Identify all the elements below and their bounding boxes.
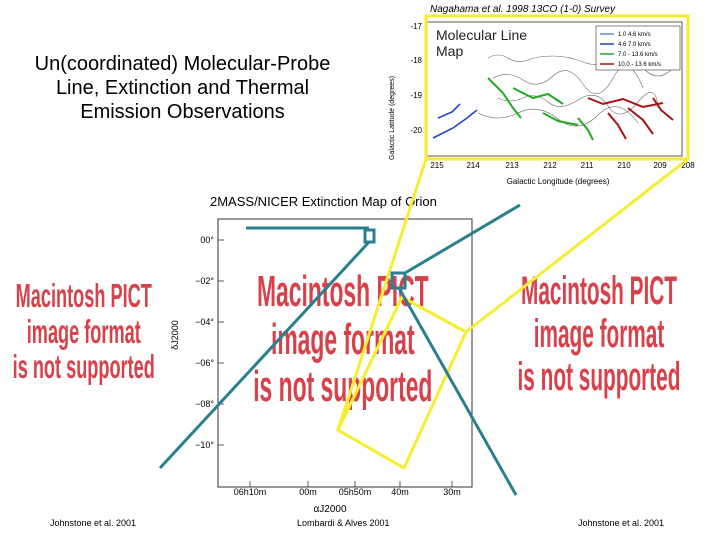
co-x-tick: 208	[681, 161, 695, 170]
co-x-tick: 214	[466, 161, 480, 170]
pict-placeholder-line: image format	[26, 312, 141, 350]
co-legend-entry: 7.0 - 13.6 km/s	[618, 52, 658, 58]
pict-placeholder-line: image format	[270, 314, 415, 364]
co-y-tick: -18	[410, 56, 422, 65]
extinction-x-tick: 40m	[391, 487, 409, 497]
pict-placeholder-line: Macintosh PICT	[520, 269, 678, 313]
co-y-tick: -20	[410, 126, 422, 135]
pict-placeholder-line: is not supported	[12, 348, 155, 386]
co-survey-citation: Nagahama et al. 1998 13CO (1-0) Survey	[430, 4, 616, 15]
extinction-x-axis-label: αJ2000	[313, 504, 346, 515]
extinction-y-tick: 00°	[200, 235, 214, 245]
extinction-x-tick: 06h10m	[234, 487, 267, 497]
extinction-y-tick: −08°	[195, 399, 214, 409]
extinction-map-title: 2MASS/NICER Extinction Map of Orion	[210, 194, 437, 209]
pict-placeholder-line: is not supported	[253, 362, 433, 412]
pict-placeholder-line: is not supported	[517, 355, 681, 400]
co-legend-entry: 4.6 7.0 km/s	[618, 42, 651, 48]
co-y-tick: -19	[410, 91, 422, 100]
extinction-x-tick: 30m	[443, 487, 461, 497]
pict-placeholder-line: Macintosh PICT	[256, 267, 429, 316]
co-legend-entry: 1.0 4.6 km/s	[618, 32, 651, 38]
co-x-tick: 211	[581, 161, 594, 170]
extinction-y-tick: −10°	[195, 440, 214, 450]
pict-placeholder-line: image format	[533, 312, 665, 357]
citation-left: Johnstone et al. 2001	[50, 518, 137, 528]
pict-placeholder-left: Macintosh PICT image format is not suppo…	[4, 278, 164, 385]
citation-right: Johnstone et al. 2001	[578, 518, 665, 528]
svg-text:Galactic Latitude (degrees): Galactic Latitude (degrees)	[389, 76, 396, 160]
co-x-tick: 212	[543, 161, 557, 170]
co-y-tick: -17	[410, 22, 422, 31]
co-legend-entry: 10.0 - 13.6 km/s	[618, 62, 661, 68]
extinction-x-tick: 05h50m	[339, 487, 372, 497]
co-x-tick: 210	[617, 161, 631, 170]
co-map-y-axis-label: Galactic Latitude (degrees)	[389, 76, 396, 160]
slide-title: Un(coordinated) Molecular-Probe Line, Ex…	[34, 53, 331, 123]
co-x-tick: 209	[653, 161, 667, 170]
extinction-y-tick: −02°	[195, 276, 214, 286]
molecular-line-map-label: Molecular Line Map	[436, 27, 528, 59]
extinction-x-tick: 00m	[299, 487, 317, 497]
co-x-tick: 213	[505, 161, 519, 170]
extinction-y-tick: −06°	[195, 358, 214, 368]
extinction-y-tick: −04°	[195, 317, 214, 327]
citation-center: Lombardi & Alves 2001	[297, 518, 390, 528]
co-x-tick: 215	[430, 161, 444, 170]
pict-placeholder-line: Macintosh PICT	[15, 277, 152, 314]
pict-placeholder-right: Macintosh PICT image format is not suppo…	[495, 269, 703, 400]
co-legend: 1.0 4.6 km/s 4.6 7.0 km/s 7.0 - 13.6 km/…	[595, 25, 681, 71]
co-x-axis-label: Galactic Longitude (degrees)	[507, 177, 610, 186]
extinction-y-axis-label: δJ2000	[170, 320, 180, 350]
pict-placeholder-center: Macintosh PICT image format is not suppo…	[218, 268, 468, 411]
